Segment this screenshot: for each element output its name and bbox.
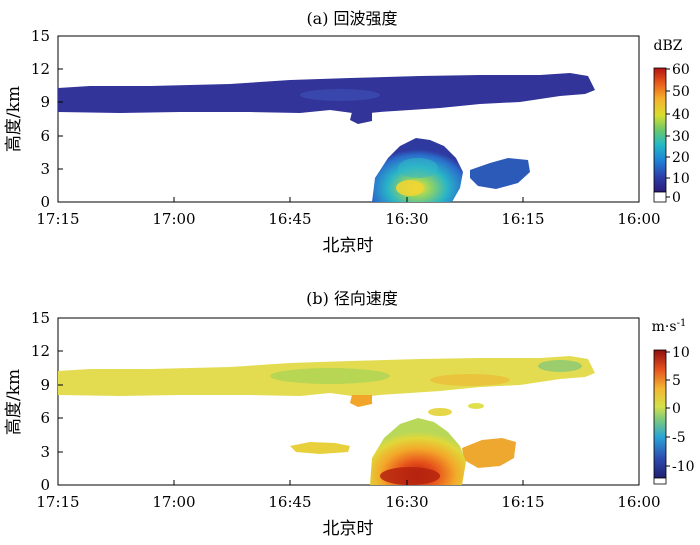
colorbar-tick-label: 10 xyxy=(672,171,690,187)
anvil-green-patch-b xyxy=(538,360,582,372)
colorbar-tick-label: 60 xyxy=(672,62,690,78)
convective-cell-b xyxy=(370,418,466,485)
title-panel-a: (a) 回波强度 xyxy=(306,9,397,28)
plot-frame-a xyxy=(57,35,640,203)
colorbar-gradient-b xyxy=(653,349,667,479)
anvil-highlight-a xyxy=(300,89,380,101)
plot-frame-b xyxy=(57,317,640,486)
y-tick-label: 15 xyxy=(31,27,50,45)
y-tick-label: 6 xyxy=(40,127,50,145)
fragment-left-b xyxy=(290,442,350,454)
fragment-right-a xyxy=(470,158,530,189)
colorbar-unit-b: m·s-1 xyxy=(652,318,687,335)
colorbar-gradient-a xyxy=(653,67,667,193)
anvil-hanging-b xyxy=(350,395,372,407)
y-axis-b: 0 3 6 9 12 15 高度/km xyxy=(4,309,63,494)
y-axis-label-a: 高度/km xyxy=(4,86,24,152)
panel-a: (a) 回波强度 0 3 6 9 12 xyxy=(4,9,690,256)
y-tick-label: 12 xyxy=(31,342,50,360)
x-axis-label-b: 北京时 xyxy=(323,519,374,539)
y-tick-label: 3 xyxy=(40,443,50,461)
mid-fragment-b xyxy=(468,403,484,409)
y-tick-label: 0 xyxy=(40,193,50,211)
fragment-right-b xyxy=(462,438,516,468)
mid-fragment-b xyxy=(428,408,452,416)
plot-area-a xyxy=(57,35,640,203)
x-axis-b: 17:15 17:00 16:45 16:30 16:15 16:00 北京时 xyxy=(36,480,661,539)
anvil-hanging-a xyxy=(350,112,372,124)
x-tick-label: 16:00 xyxy=(617,493,660,511)
colorbar-unit-base: m·s xyxy=(652,319,677,335)
colorbar-zero-cell-b xyxy=(653,477,667,485)
y-axis-a: 0 3 6 9 12 15 高度/km xyxy=(4,27,63,211)
x-tick-label: 17:00 xyxy=(152,493,195,511)
colorbar-tick-label: 0 xyxy=(672,190,681,206)
plot-area-b xyxy=(57,317,640,486)
x-tick-label: 16:45 xyxy=(268,493,311,511)
x-tick-label: 16:00 xyxy=(617,210,660,228)
anvil-green-patch-b xyxy=(270,368,390,384)
colorbar-zero-cell-a xyxy=(653,191,667,203)
colorbar-tick-label: -10 xyxy=(672,459,695,475)
colorbar-tick-label: 5 xyxy=(672,373,681,389)
x-tick-label: 17:15 xyxy=(36,493,79,511)
x-tick-label: 17:15 xyxy=(36,210,79,228)
colorbar-a: dBZ 0 10 20 30 40 50 60 xyxy=(654,38,690,206)
colorbar-tick-label: 30 xyxy=(672,129,690,145)
y-tick-label: 0 xyxy=(40,476,50,494)
colorbar-tick-label: 40 xyxy=(672,107,690,123)
colorbar-tick-label: 0 xyxy=(672,401,681,417)
colorbar-unit-a: dBZ xyxy=(654,38,683,54)
x-tick-label: 16:30 xyxy=(385,210,428,228)
colorbar-tick-label: 20 xyxy=(672,150,690,166)
x-axis-a: 17:15 17:00 16:45 16:30 16:15 16:00 北京时 xyxy=(36,197,661,256)
core-max-b xyxy=(380,467,440,485)
x-tick-label: 16:30 xyxy=(385,493,428,511)
y-tick-label: 6 xyxy=(40,409,50,427)
core-ring-a xyxy=(398,158,438,178)
title-panel-b: (b) 径向速度 xyxy=(306,289,398,308)
x-axis-label-a: 北京时 xyxy=(323,236,374,256)
anvil-orange-patch-b xyxy=(430,374,510,386)
core-max-a xyxy=(396,180,424,196)
y-tick-label: 9 xyxy=(40,93,50,111)
panel-b: (b) 径向速度 0 3 xyxy=(4,289,695,539)
x-tick-label: 16:45 xyxy=(268,210,311,228)
colorbar-unit-exponent: -1 xyxy=(677,318,687,329)
colorbar-tick-label: 10 xyxy=(672,345,690,361)
x-tick-label: 16:15 xyxy=(501,493,544,511)
colorbar-b: m·s-1 10 5 0 -5 -10 xyxy=(652,318,695,485)
y-tick-label: 9 xyxy=(40,376,50,394)
x-tick-label: 16:15 xyxy=(501,210,544,228)
colorbar-tick-label: -5 xyxy=(672,430,686,446)
colorbar-tick-label: 50 xyxy=(672,84,690,100)
y-tick-label: 15 xyxy=(31,309,50,327)
y-axis-label-b: 高度/km xyxy=(4,369,24,435)
x-tick-label: 17:00 xyxy=(152,210,195,228)
y-tick-label: 3 xyxy=(40,160,50,178)
y-tick-label: 12 xyxy=(31,60,50,78)
